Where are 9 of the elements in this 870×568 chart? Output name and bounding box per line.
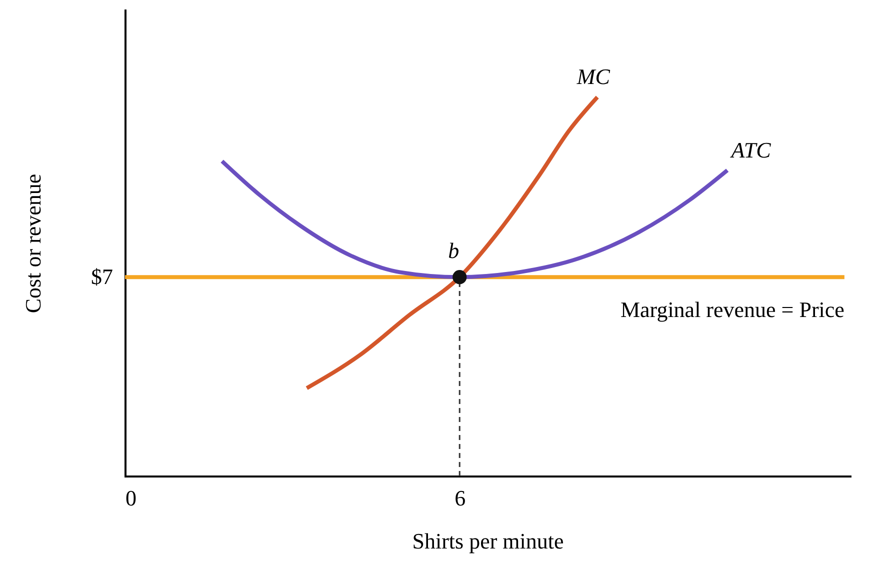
annotation: b bbox=[448, 238, 460, 264]
series-label: ATC bbox=[729, 137, 772, 162]
x-tick-label: 0 bbox=[126, 486, 136, 510]
series-label: MC bbox=[576, 64, 610, 90]
x-axis-title: Shirts per minute bbox=[412, 528, 564, 554]
series-label: Marginal revenue = Price bbox=[620, 297, 844, 322]
y-axis-title: Cost or revenue bbox=[20, 174, 46, 314]
x-tick-label: 6 bbox=[454, 486, 466, 510]
annotation: $7 bbox=[91, 264, 113, 290]
